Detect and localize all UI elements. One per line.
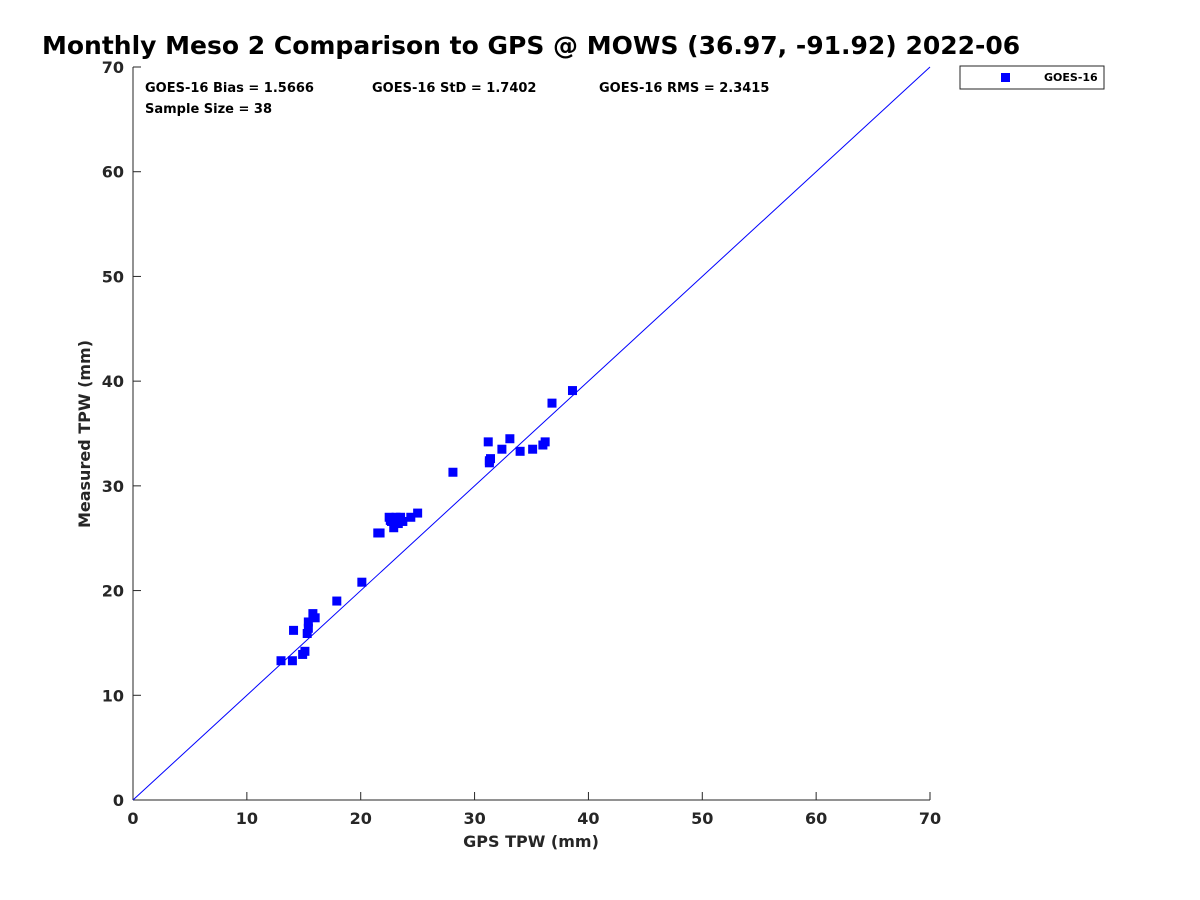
x-tick-label: 0 bbox=[127, 809, 138, 828]
legend: GOES-16 bbox=[959, 65, 1105, 90]
x-tick-label: 70 bbox=[919, 809, 941, 828]
legend-marker bbox=[1001, 73, 1010, 82]
y-tick-label: 40 bbox=[102, 372, 124, 391]
rms-stat: GOES-16 RMS = 2.3415 bbox=[599, 81, 769, 96]
x-tick-label: 20 bbox=[350, 809, 372, 828]
data-point bbox=[406, 512, 416, 522]
data-point bbox=[289, 625, 299, 635]
y-tick-label: 0 bbox=[113, 791, 124, 810]
data-point bbox=[385, 515, 395, 525]
data-point bbox=[276, 656, 286, 666]
std-stat: GOES-16 StD = 1.7402 bbox=[372, 81, 536, 96]
plot-area: 0 10 20 30 40 50 60 70 0 10 20 30 40 50 60 70 bbox=[102, 58, 941, 828]
x-tick-label: 50 bbox=[691, 809, 713, 828]
data-point bbox=[505, 434, 515, 444]
one-to-one-line bbox=[132, 66, 931, 801]
data-point bbox=[375, 528, 385, 538]
data-point bbox=[332, 596, 342, 606]
data-point bbox=[497, 444, 507, 454]
data-point bbox=[413, 508, 423, 518]
sample-size-stat: Sample Size = 38 bbox=[145, 102, 272, 117]
data-point bbox=[394, 514, 404, 524]
bias-stat: GOES-16 Bias = 1.5666 bbox=[145, 81, 314, 96]
x-tick-label: 60 bbox=[805, 809, 827, 828]
y-tick-label: 10 bbox=[102, 686, 124, 705]
data-point bbox=[547, 398, 557, 408]
legend-label: GOES-16 bbox=[1044, 71, 1098, 84]
data-point bbox=[448, 467, 458, 477]
chart-title: Monthly Meso 2 Comparison to GPS @ MOWS … bbox=[42, 31, 1020, 60]
data-point bbox=[515, 446, 525, 456]
y-tick-label: 50 bbox=[102, 267, 124, 286]
legend-box bbox=[959, 65, 1105, 90]
x-tick-label: 40 bbox=[577, 809, 599, 828]
data-point bbox=[287, 656, 297, 666]
y-axis-label: Measured TPW (mm) bbox=[75, 340, 94, 528]
x-tick-label: 10 bbox=[236, 809, 258, 828]
data-point bbox=[389, 523, 399, 533]
y-tick-label: 70 bbox=[102, 58, 124, 77]
y-ticks: 0 10 20 30 40 50 60 70 bbox=[102, 58, 141, 810]
x-axis-label: GPS TPW (mm) bbox=[463, 832, 599, 851]
data-point bbox=[540, 437, 550, 447]
x-tick-label: 30 bbox=[463, 809, 485, 828]
data-point bbox=[528, 444, 538, 454]
data-point bbox=[303, 623, 313, 633]
data-point bbox=[484, 456, 494, 466]
data-point bbox=[300, 646, 310, 656]
data-point bbox=[483, 437, 493, 447]
y-tick-label: 30 bbox=[102, 477, 124, 496]
data-points bbox=[276, 386, 577, 666]
y-tick-label: 20 bbox=[102, 582, 124, 601]
data-point bbox=[302, 629, 312, 639]
data-point bbox=[567, 386, 577, 396]
x-ticks: 0 10 20 30 40 50 60 70 bbox=[127, 792, 941, 828]
data-point bbox=[303, 617, 313, 627]
y-tick-label: 60 bbox=[102, 163, 124, 182]
data-point bbox=[310, 613, 320, 623]
data-point bbox=[357, 577, 367, 587]
